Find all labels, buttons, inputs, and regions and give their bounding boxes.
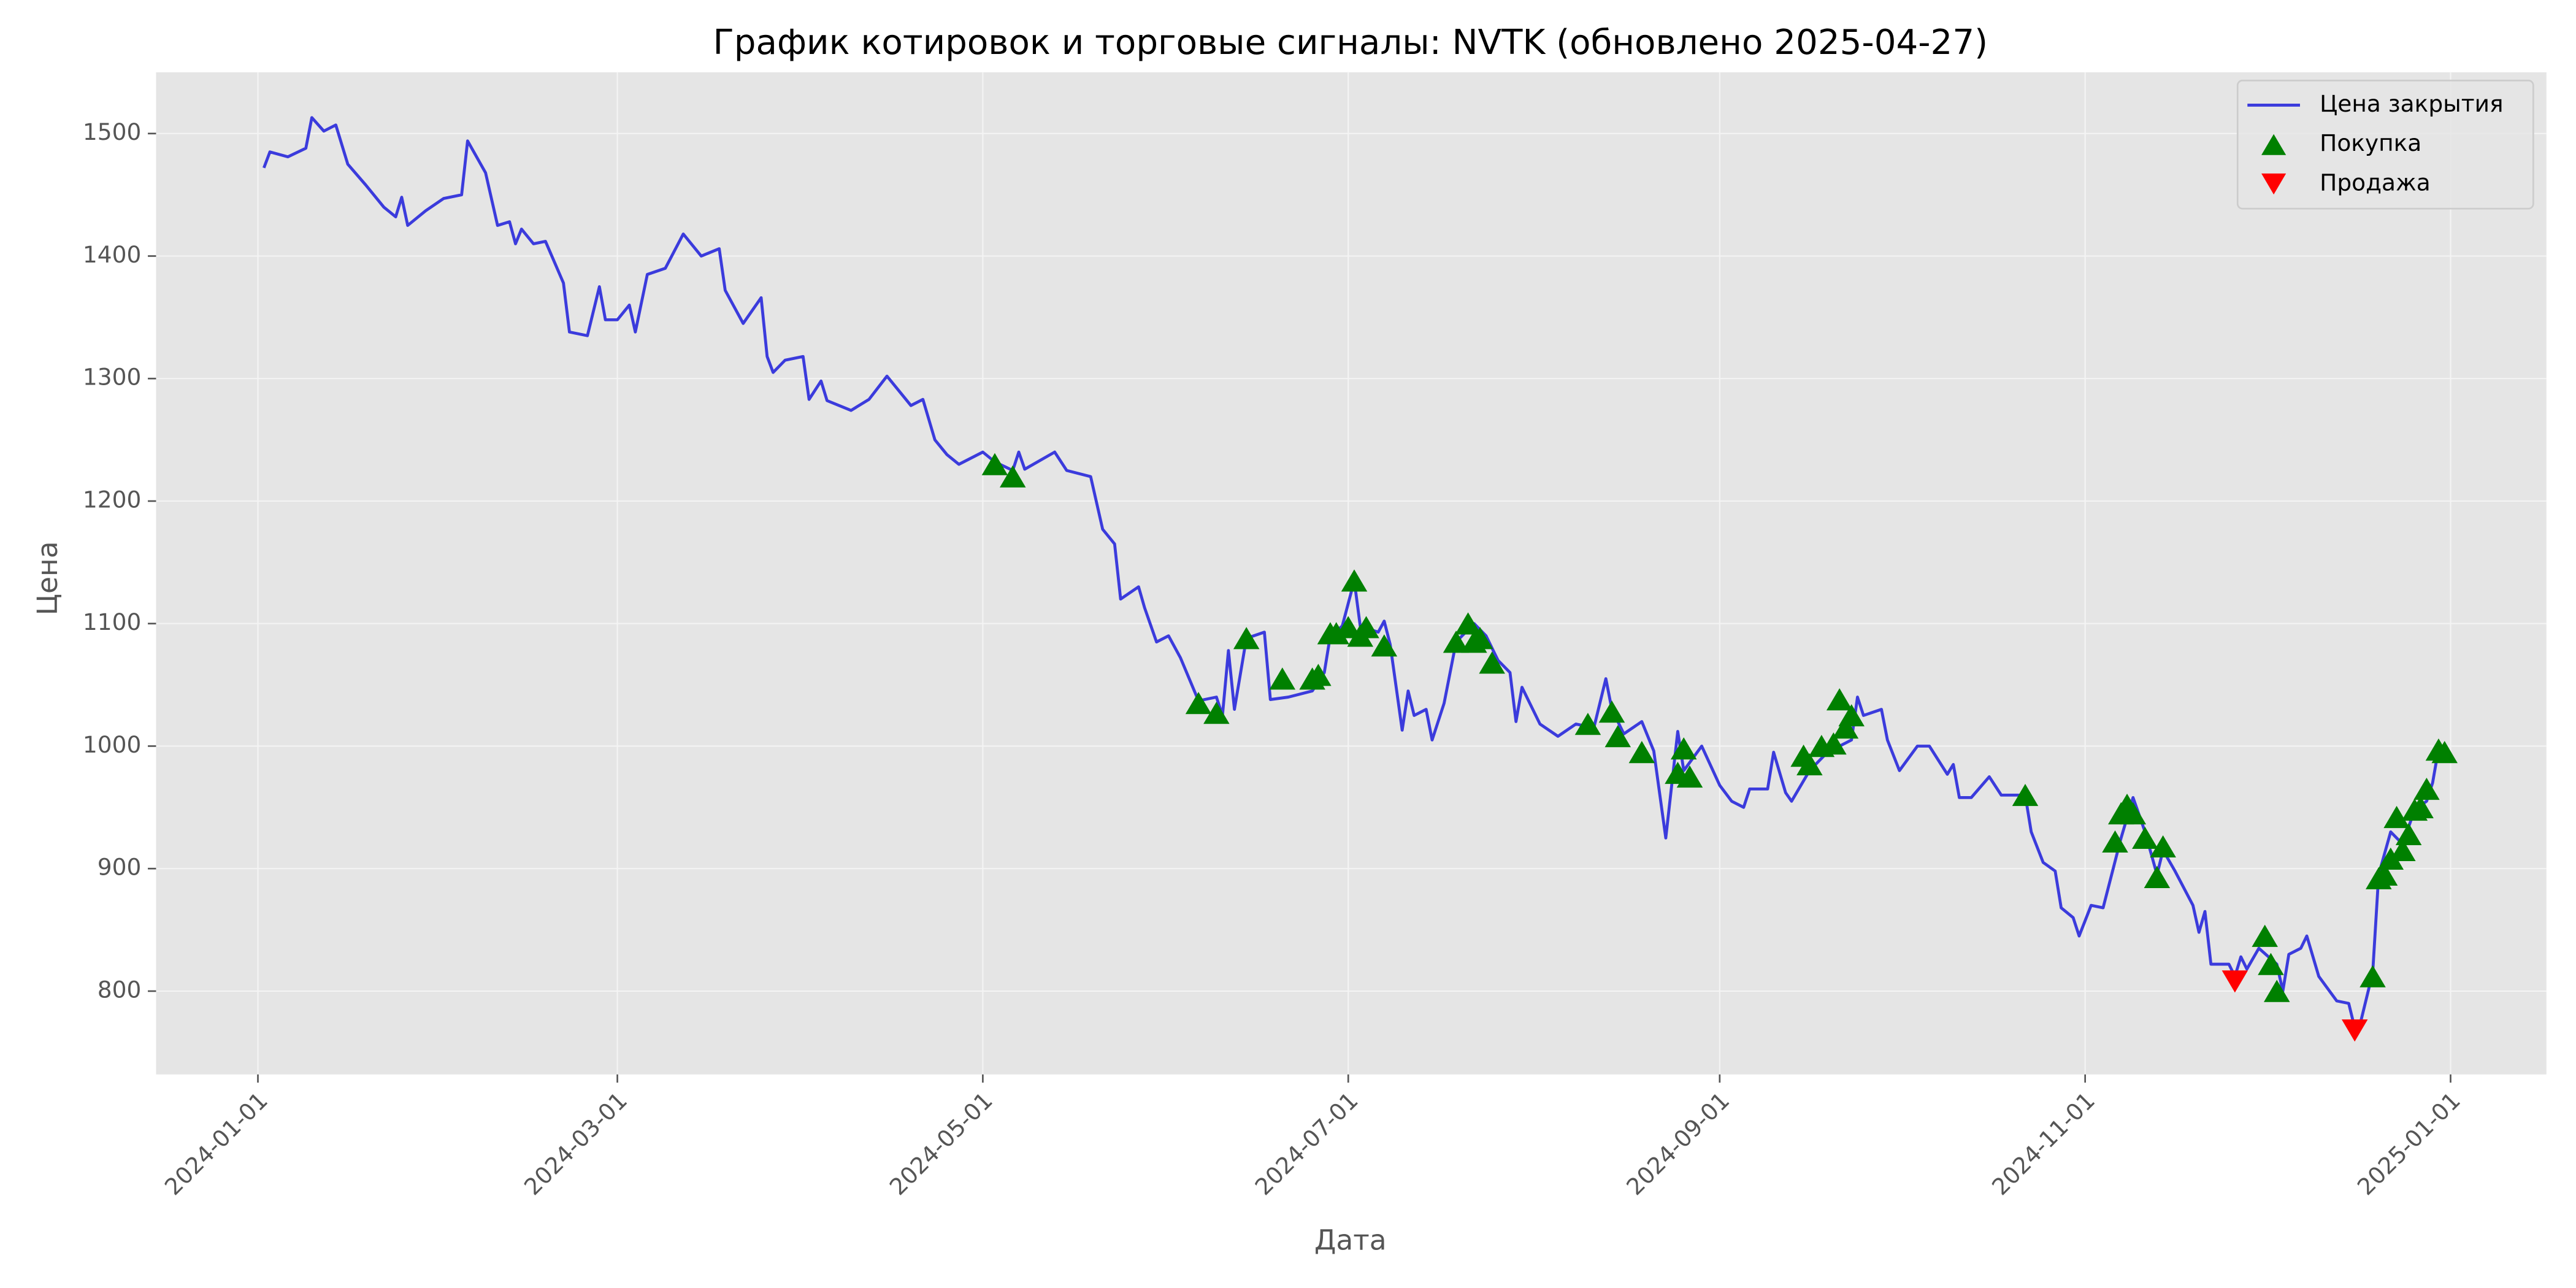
signal-marker	[2252, 924, 2278, 947]
signal-marker	[1826, 688, 1853, 711]
signal-marker	[1838, 704, 1865, 727]
signal-marker	[2341, 1019, 2368, 1042]
y-axis-label: Цена	[31, 541, 64, 615]
y-tick-label: 1400	[83, 241, 141, 268]
signal-marker	[2263, 979, 2290, 1002]
legend-label: Продажа	[2320, 169, 2431, 196]
chart-title: График котировок и торговые сигналы: NVT…	[713, 23, 1988, 63]
y-tick-label: 800	[98, 976, 142, 1003]
x-tick-label: 2024-05-01	[884, 1087, 998, 1200]
y-tick-label: 1500	[83, 118, 141, 145]
legend-label: Покупка	[2320, 129, 2421, 156]
signal-marker	[1598, 700, 1625, 723]
x-tick-label: 2024-07-01	[1250, 1087, 1363, 1200]
signal-marker	[1832, 716, 1859, 739]
legend-label: Цена закрытия	[2320, 90, 2503, 117]
legend-box	[2236, 79, 2534, 210]
signal-marker	[1185, 692, 1212, 715]
signal-marker	[981, 453, 1008, 475]
signal-marker	[1371, 634, 1398, 657]
y-tick-label: 1300	[83, 364, 141, 391]
x-axis-label: Дата	[1314, 1224, 1387, 1257]
signal-marker	[1353, 616, 1379, 638]
legend-swatch	[2261, 173, 2287, 195]
legend: Цена закрытия Покупка Продажа	[2236, 79, 2534, 210]
signal-marker	[2258, 953, 2284, 975]
signal-marker	[1628, 741, 1655, 764]
signal-marker	[1604, 725, 1631, 748]
signal-marker	[2359, 965, 2386, 987]
signal-marker	[2407, 795, 2434, 819]
y-tick-label: 1200	[83, 486, 141, 513]
x-tick-label: 2024-09-01	[1621, 1087, 1735, 1200]
signal-marker	[1269, 667, 1296, 690]
signal-marker	[2150, 835, 2176, 858]
legend-swatch	[2261, 134, 2287, 155]
signal-marker	[1796, 753, 1823, 776]
signal-marker	[2395, 822, 2422, 846]
signal-marker	[1443, 631, 1470, 653]
y-tick-label: 900	[98, 854, 142, 881]
y-tick-label: 1100	[83, 608, 141, 635]
signal-marker	[1479, 651, 1505, 674]
signal-marker	[2383, 805, 2410, 829]
signal-marker	[1574, 713, 1601, 735]
plot-area	[156, 72, 2547, 1075]
signal-marker	[2120, 802, 2147, 825]
signal-marker	[2221, 970, 2248, 993]
x-tick-label: 2024-11-01	[1987, 1087, 2100, 1200]
signal-marker	[2371, 863, 2398, 886]
signal-marker	[1676, 765, 1703, 788]
signal-marker	[1233, 627, 1260, 650]
signal-marker	[1466, 627, 1493, 650]
signal-marker	[2144, 865, 2171, 888]
signal-marker	[1820, 732, 1847, 755]
signal-marker	[2102, 830, 2128, 853]
signal-marker	[2012, 783, 2039, 807]
signal-marker	[1203, 702, 1230, 724]
signal-marker	[2132, 826, 2158, 849]
signal-marker	[1335, 616, 1362, 638]
signal-marker	[999, 465, 1026, 488]
signal-marker	[2390, 838, 2416, 861]
signal-marker	[1341, 569, 1368, 592]
price-line	[263, 116, 2445, 1030]
signal-marker	[2431, 741, 2458, 764]
marks	[263, 116, 2458, 1042]
x-tick-label: 2024-01-01	[159, 1087, 273, 1200]
signal-marker	[1305, 664, 1332, 686]
signal-marker	[2413, 777, 2440, 800]
signal-marker	[1455, 612, 1481, 635]
signal-marker	[1670, 737, 1697, 760]
y-tick-label: 1000	[83, 731, 141, 758]
x-tick-label: 2025-01-01	[2352, 1087, 2466, 1200]
x-tick-label: 2024-03-01	[519, 1087, 632, 1200]
